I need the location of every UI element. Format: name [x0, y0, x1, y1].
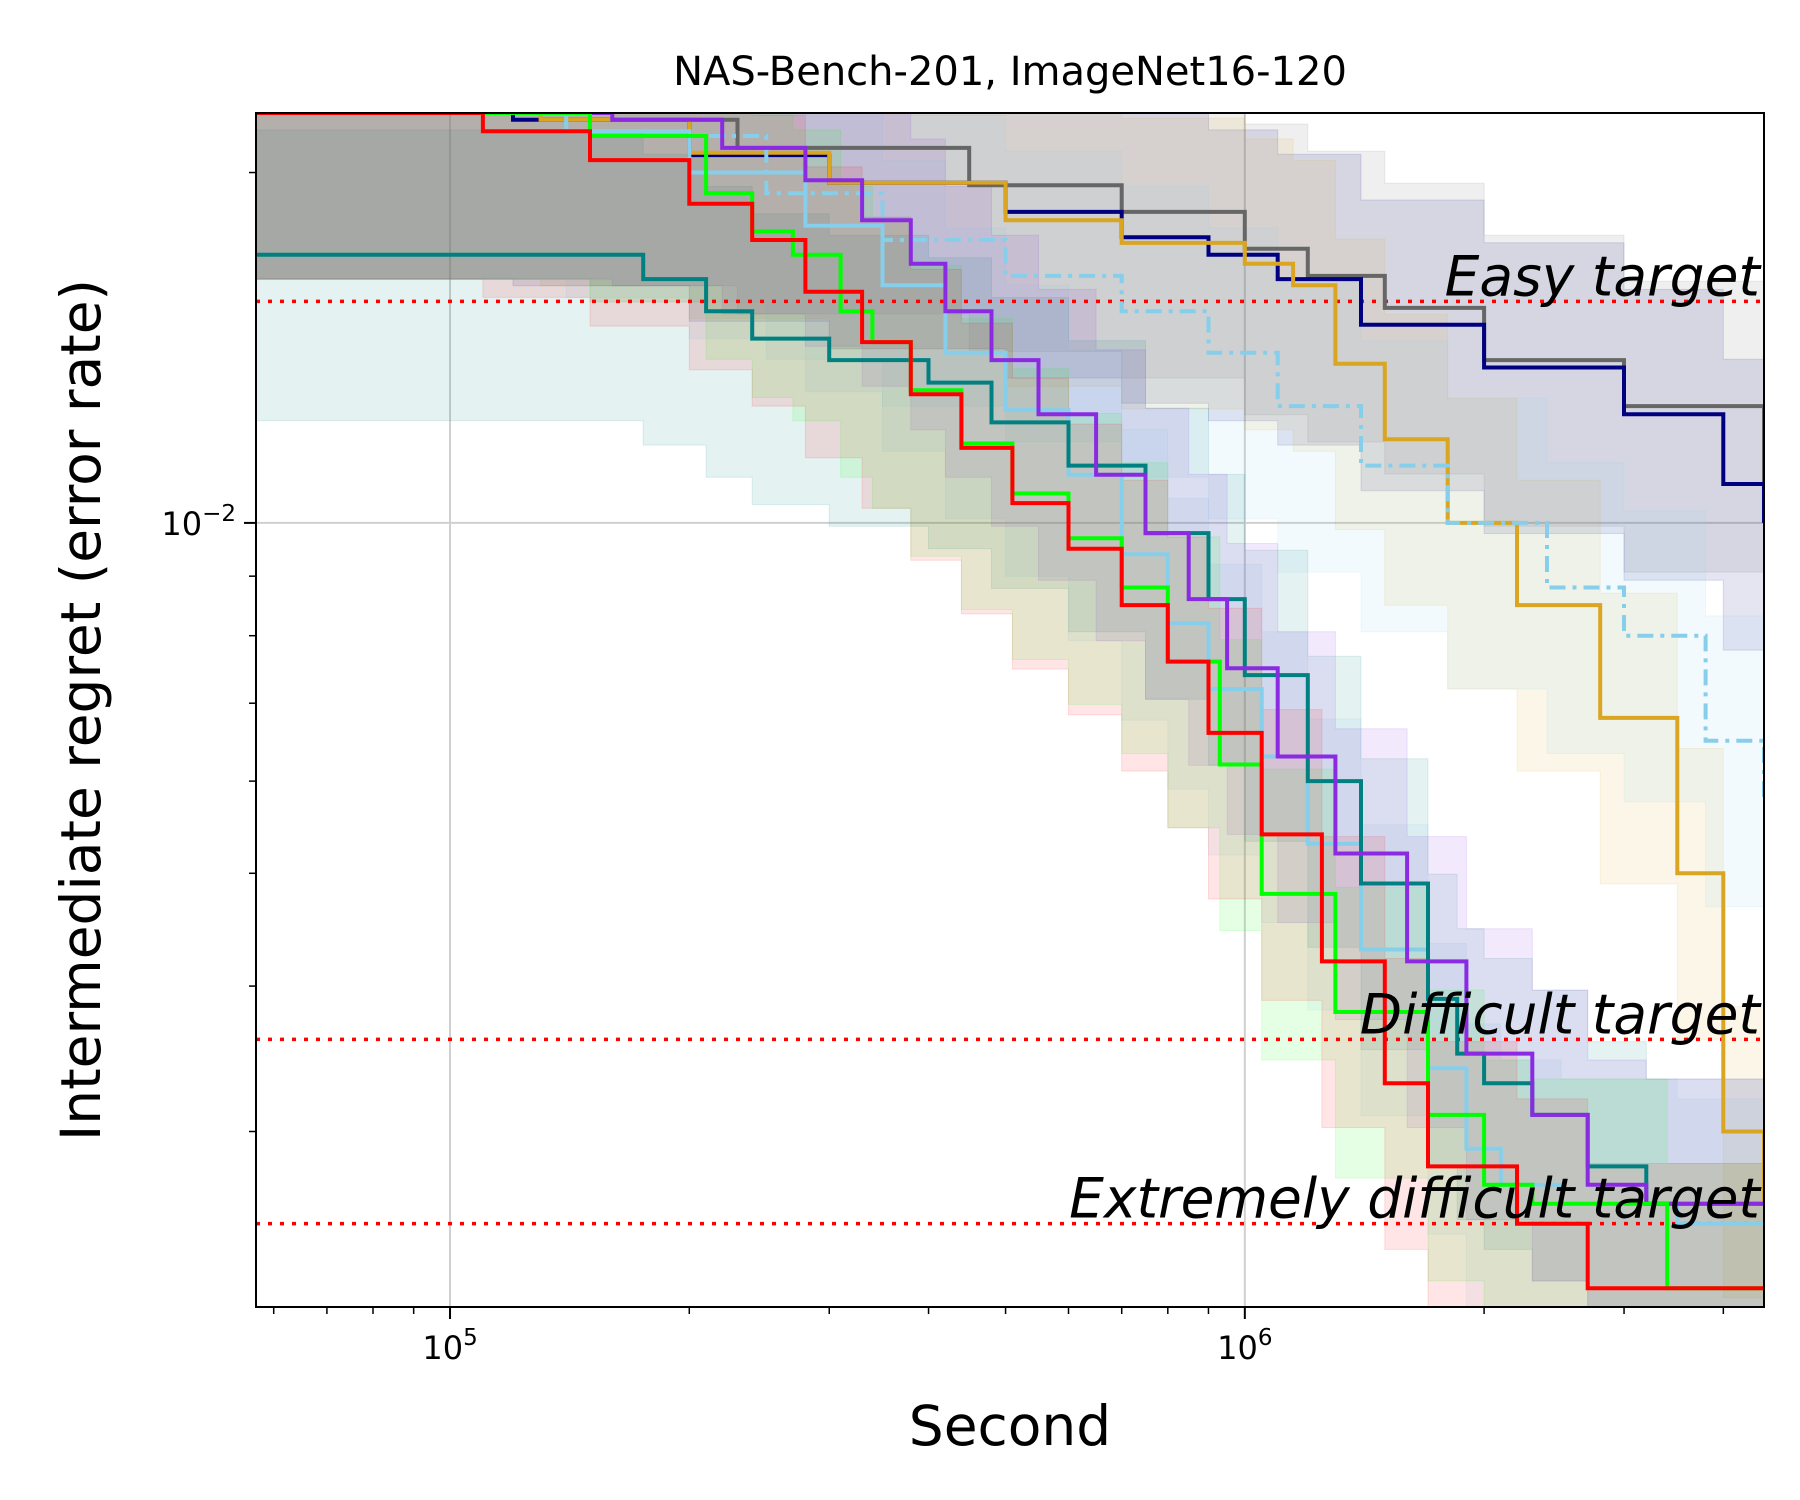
target-label-difficult: Difficult target [1360, 982, 1763, 1046]
axis-ticks: 105 106 10−2 [161, 171, 1725, 1367]
series-lines [256, 113, 1764, 1291]
band-goldenrod [256, 113, 1764, 1307]
band-skyblue [256, 113, 1764, 1307]
series-line-goldenrod [256, 113, 1764, 1204]
series-line-skyblue [256, 113, 1764, 1226]
x-axis-label: Second [909, 1394, 1111, 1458]
x-tick-label: 105 [422, 1325, 477, 1367]
plot-frame [255, 112, 1765, 1308]
series-line-skyblue-dashdot [256, 113, 1764, 799]
y-axis-label: Intermediate regret (error rate) [49, 279, 113, 1141]
series-line-blueviolet [256, 113, 1764, 1206]
y-tick-label: 10−2 [161, 501, 236, 543]
series-line-red [256, 113, 1764, 1291]
target-label-extremely-difficult: Extremely difficult target [1069, 1167, 1762, 1231]
band-red [256, 113, 1764, 1307]
band-blueviolet [256, 113, 1764, 1307]
x-tick-label: 106 [1217, 1325, 1272, 1367]
band-lime [256, 113, 1764, 1307]
chart-title: NAS-Bench-201, ImageNet16-120 [673, 49, 1347, 95]
target-label-easy: Easy target [1445, 244, 1763, 308]
target-labels: Easy target Difficult target Extremely dif… [1069, 244, 1762, 1230]
